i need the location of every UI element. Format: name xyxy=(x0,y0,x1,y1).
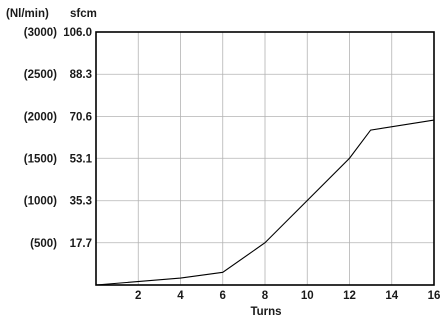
y-tick-label-flow: (1000) xyxy=(24,196,57,208)
y-tick-label-sfcm: 35.3 xyxy=(70,196,92,208)
y-tick-label-sfcm: 88.3 xyxy=(70,69,92,81)
y-tick-label-flow: (2000) xyxy=(24,111,57,123)
y-tick-label-flow: (1500) xyxy=(24,153,57,165)
x-tick-label: 16 xyxy=(428,290,441,302)
grid-lines xyxy=(96,32,434,285)
x-tick-label: 8 xyxy=(262,290,269,302)
x-tick-label: 6 xyxy=(220,290,226,302)
y-tick-label-sfcm: 17.7 xyxy=(70,238,92,250)
x-axis-title: Turns xyxy=(250,306,281,318)
y-tick-label-flow: (500) xyxy=(30,238,57,250)
y-axis-tick-labels: (500) 17.7 (1000) 35.3 (1500) 53.1 (2000) 70.6 (… xyxy=(24,27,93,250)
y-tick-label-sfcm: 106.0 xyxy=(63,27,92,39)
plot-frame xyxy=(95,31,435,286)
y-tick-label-sfcm: 53.1 xyxy=(70,153,93,165)
y-tick-label-sfcm: 70.6 xyxy=(70,111,92,123)
x-tick-label: 14 xyxy=(385,290,398,302)
series-line-0 xyxy=(95,119,435,286)
x-tick-label: 10 xyxy=(301,290,314,302)
y-axis-title-flow: (Nl/min) xyxy=(6,8,49,20)
x-tick-label: 2 xyxy=(135,290,141,302)
y-axis-title-sfcm: sfcm xyxy=(70,8,97,20)
y-tick-label-flow: (2500) xyxy=(24,69,57,81)
series-line-layer xyxy=(95,119,435,286)
x-axis-tick-labels: 2 4 6 8 10 12 14 16 xyxy=(135,290,440,302)
y-tick-label-flow: (3000) xyxy=(24,27,57,39)
x-tick-label: 12 xyxy=(343,290,356,302)
x-tick-label: 4 xyxy=(177,290,184,302)
